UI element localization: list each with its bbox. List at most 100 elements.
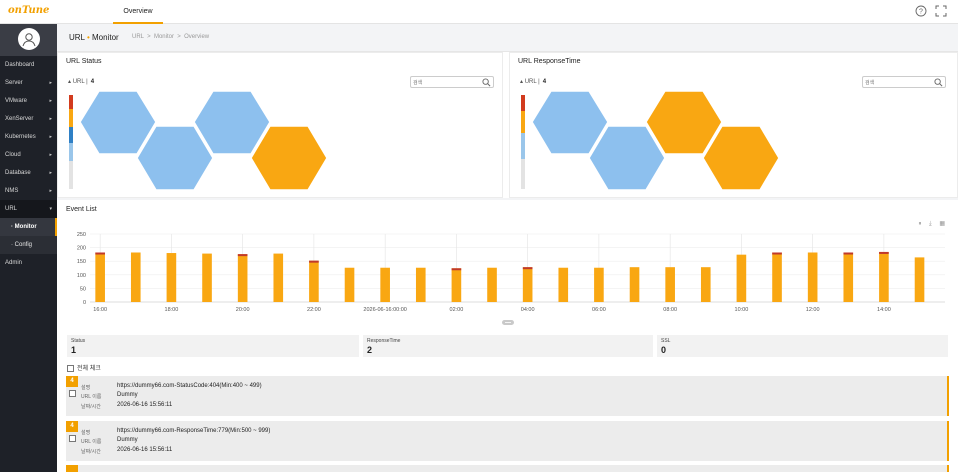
top-bar: onTune Overview ? [0,0,958,24]
event-url-name: Dummy [117,437,138,443]
url-status-search[interactable] [410,76,494,88]
event-bar-error-marker [843,252,854,255]
event-level-badge [66,465,78,472]
x-tick-label: 04:00 [521,307,535,313]
summary-value: 2 [367,345,373,355]
fullscreen-icon[interactable] [935,5,947,17]
event-bar [522,267,533,302]
x-tick-label: 22:00 [307,307,321,313]
event-key-urlname: URL 이름 [81,394,102,400]
event-checkbox[interactable] [69,390,76,397]
check-all-checkbox[interactable] [67,364,74,372]
url-hexagon[interactable] [645,91,723,155]
sidebar-item-cloud[interactable]: Cloud ▸ [0,146,57,164]
help-icon[interactable]: ? [915,5,927,17]
summary-value: 0 [661,345,667,355]
breadcrumb: URL > Monitor > Overview [132,34,210,40]
x-tick-label: 08:00 [663,307,677,313]
page-title-section: URL [69,33,85,42]
url-response-panel: URL ResponseTime ▴ URL | 4 [509,52,958,198]
event-chart-tools[interactable]: ⏸ ⤓ ▦ [918,221,948,227]
summary-status[interactable]: Status 1 [67,335,359,357]
sidebar-item-url[interactable]: URL ▾ [0,200,57,218]
y-tick-label: 250 [77,232,86,238]
event-bar [843,252,854,302]
event-bar [487,267,497,302]
url-hexagon[interactable] [531,91,609,155]
sidebar-item-label: Server [5,80,23,86]
event-bar [130,252,141,302]
sidebar-item-vmware[interactable]: VMware ▸ [0,92,57,110]
event-bar [202,253,212,302]
url-hexagon[interactable] [702,125,780,191]
sidebar-item-label: Admin [5,260,23,266]
event-bar-error-marker [95,252,105,255]
breadcrumb-bar: URL • Monitor URL > Monitor > Overview [57,24,958,52]
sidebar-item-server[interactable]: Server ▸ [0,74,57,92]
sidebar-item-config[interactable]: · Config [0,236,57,254]
event-item[interactable]: 4 설명 URL 이름 날짜/시간 https://dummy66.com-Re… [66,421,949,461]
event-checkbox[interactable] [69,435,76,442]
event-bar [594,267,604,302]
search-icon[interactable] [934,78,943,87]
check-all-label: 전체 체크 [77,366,101,372]
url-hexagon[interactable] [79,91,157,155]
event-item[interactable] [66,465,949,472]
x-tick-label: 16:00 [93,307,107,313]
summary-label: ResponseTime [367,338,401,344]
search-icon[interactable] [482,78,491,87]
sidebar-item-monitor[interactable]: · Monitor [0,218,57,236]
event-level-badge: 4 [66,376,78,387]
user-area [0,24,57,56]
url-response-search[interactable] [862,76,946,88]
event-key-urlname: URL 이름 [81,439,102,445]
url-count-value: 4 [542,79,547,85]
url-hexagon[interactable] [136,125,214,191]
x-tick-label: 20:00 [236,307,250,313]
url-hexagon[interactable] [588,125,666,191]
sidebar-item-database[interactable]: Database ▸ [0,164,57,182]
summary-responsetime[interactable]: ResponseTime 2 [363,335,653,357]
x-tick-label: 14:00 [877,307,891,313]
tab-overview[interactable]: Overview [113,0,163,24]
caret-right-icon: ▸ [49,134,52,140]
event-list-title: Event List [66,206,97,213]
event-key-desc: 설명 [81,430,91,436]
y-tick-label: 200 [77,246,86,252]
page-title-page: Monitor [92,33,119,42]
event-list-panel: Event List ⏸ ⤓ ▦ 250 200 150 100 50 0 16:00 18:… [57,200,958,472]
caret-right-icon: ▸ [49,80,52,86]
avatar[interactable] [18,28,40,50]
event-bar [700,267,711,302]
status-bar-orange [521,111,525,133]
url-status-hexmap [69,91,328,191]
event-key-datetime: 날짜/시간 [81,449,101,455]
summary-label: SSL [661,338,671,344]
sidebar-item-xenserver[interactable]: XenServer ▸ [0,110,57,128]
event-bar [914,257,925,302]
sidebar-item-dashboard[interactable]: Dashboard [0,56,57,74]
event-datetime: 2026-06-16 15:56:11 [117,447,173,453]
status-bar-gray [521,159,525,189]
check-all[interactable]: 전체 체크 [67,363,101,372]
app-logo[interactable]: onTune [8,5,50,16]
y-tick-label: 50 [80,286,86,292]
url-status-search-input[interactable] [413,78,479,87]
event-item[interactable]: 4 설명 URL 이름 날짜/시간 https://dummy66.com-St… [66,376,949,416]
sidebar-item-nms[interactable]: NMS ▸ [0,182,57,200]
sidebar-item-kubernetes[interactable]: Kubernetes ▸ [0,128,57,146]
summary-ssl[interactable]: SSL 0 [657,335,948,357]
sidebar-item-label: Dashboard [5,62,35,68]
url-hexagon[interactable] [193,91,271,155]
url-response-search-input[interactable] [865,78,931,87]
x-tick-label: 12:00 [806,307,820,313]
chart-resize-handle[interactable] [502,320,514,326]
event-bar [879,251,889,302]
sidebar-item-label: Cloud [5,152,21,158]
x-tick-label: 2026-06-16:00:00 [363,307,406,313]
url-hexagon[interactable] [250,125,328,191]
url-count-label: URL [524,79,537,85]
x-tick-label: 02:00 [450,307,464,313]
page-title: URL • Monitor [69,33,119,42]
sidebar-item-admin[interactable]: Admin [0,254,57,272]
